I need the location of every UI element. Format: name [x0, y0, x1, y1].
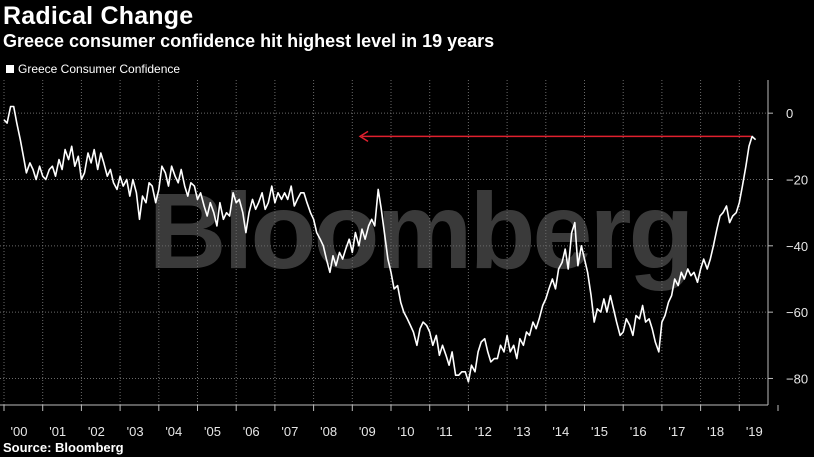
y-tick-label: −20: [786, 172, 808, 187]
x-tick-label: '07: [281, 424, 298, 439]
x-tick-label: '05: [204, 424, 221, 439]
x-tick-label: '14: [552, 424, 569, 439]
x-tick-label: '17: [668, 424, 685, 439]
chart-subtitle: Greece consumer confidence hit highest l…: [3, 31, 495, 51]
source-note: Source: Bloomberg: [3, 440, 124, 455]
x-tick-label: '09: [359, 424, 376, 439]
x-tick-label: '00: [11, 424, 28, 439]
x-tick-labels: '00 '01 '02 '03 '04 '05 '06 '07 '08 '09 '10 '11 '12 '…: [11, 424, 763, 439]
x-tick-label: '03: [127, 424, 144, 439]
y-tick-label: −40: [786, 239, 808, 254]
grid: [0, 80, 779, 411]
x-tick-label: '12: [475, 424, 492, 439]
x-tick-label: '19: [746, 424, 763, 439]
x-tick-label: '16: [630, 424, 647, 439]
y-tick-labels: 0 −20 −40 −60 −80: [786, 106, 808, 386]
legend-swatch: [6, 65, 14, 73]
y-tick-label: 0: [786, 106, 793, 121]
x-tick-label: '02: [88, 424, 105, 439]
x-tick-label: '06: [243, 424, 260, 439]
series-layer: [3, 105, 757, 383]
x-tick-label: '11: [437, 424, 453, 439]
axes: [0, 80, 769, 406]
x-tick-label: '01: [49, 424, 66, 439]
x-tick-label: '13: [514, 424, 531, 439]
x-tick-label: '18: [707, 424, 724, 439]
legend: Greece Consumer Confidence: [6, 62, 180, 76]
annotation-arrow-head: [358, 130, 369, 143]
x-tick-label: '08: [320, 424, 337, 439]
x-tick-label: '15: [591, 424, 608, 439]
y-tick-label: −80: [786, 371, 808, 386]
watermark: Bloomberg: [148, 170, 691, 291]
series-line: [3, 105, 757, 383]
chart-title: Radical Change: [3, 2, 194, 30]
legend-label: Greece Consumer Confidence: [18, 62, 181, 76]
x-tick-label: '10: [398, 424, 415, 439]
y-tick-label: −60: [786, 305, 808, 320]
annotation-layer: [358, 130, 751, 143]
x-tick-label: '04: [165, 424, 182, 439]
